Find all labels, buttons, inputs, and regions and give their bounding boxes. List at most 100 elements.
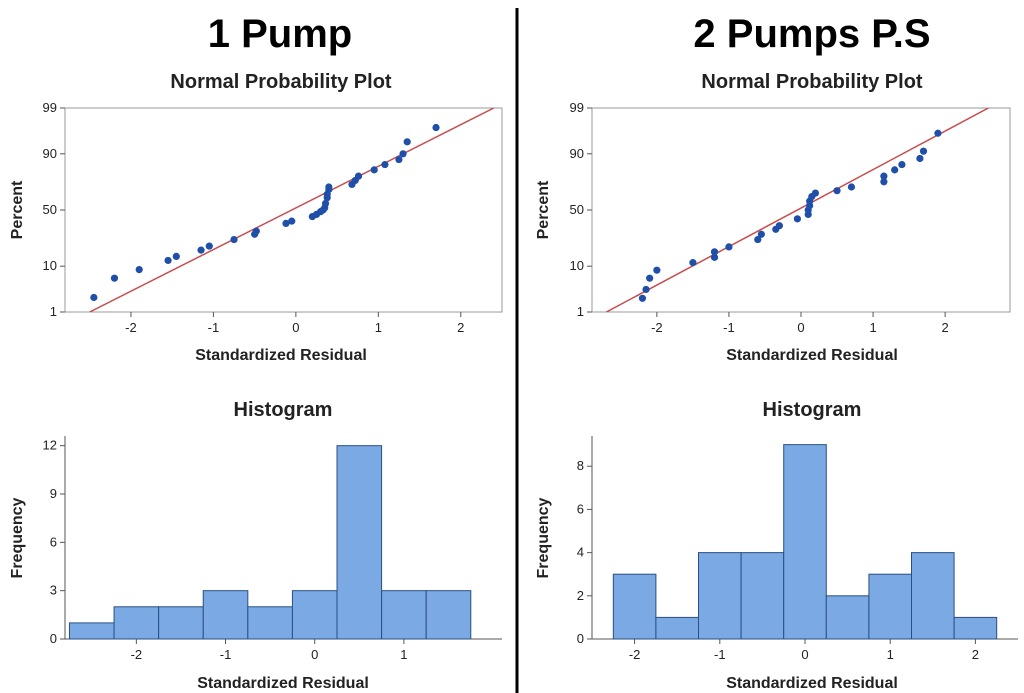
- plot-title: Normal Probability Plot: [170, 71, 391, 93]
- data-point: [638, 294, 647, 302]
- x-tick-label: 1: [887, 647, 894, 662]
- data-point: [354, 172, 363, 180]
- histogram-bar: [655, 616, 700, 640]
- data-point: [710, 253, 719, 261]
- data-point: [880, 178, 888, 186]
- data-point: [252, 227, 260, 235]
- y-tick-label: 6: [577, 501, 584, 516]
- normal-probability-plot-2-pumps: Normal Probability Plot Standardized Resi…: [535, 71, 1011, 364]
- data-point: [395, 155, 403, 164]
- data-point: [710, 248, 719, 256]
- y-axis-label: Frequency: [9, 497, 26, 578]
- y-tick-label: 1: [577, 304, 584, 319]
- y-tick-label: 9: [50, 486, 57, 501]
- histogram-bar: [825, 595, 870, 640]
- x-tick-label: 0: [797, 320, 804, 335]
- y-tick-label: 10: [43, 258, 57, 273]
- y-tick-label: 50: [570, 202, 584, 217]
- data-point: [847, 183, 856, 191]
- plot-title: Histogram: [234, 399, 333, 421]
- data-point: [891, 166, 899, 174]
- y-tick-label: 10: [570, 258, 584, 273]
- data-point: [725, 243, 733, 251]
- data-point: [811, 189, 820, 197]
- x-tick-label: -2: [131, 647, 143, 662]
- histogram-bar: [202, 590, 249, 640]
- y-tick-label: 99: [43, 100, 57, 115]
- data-point: [689, 259, 697, 267]
- x-axis-label: Standardized Residual: [195, 347, 367, 364]
- histogram-bar: [68, 622, 115, 640]
- histogram-bar: [612, 573, 657, 640]
- x-tick-label: -2: [629, 647, 641, 662]
- data-point: [775, 222, 783, 230]
- x-tick-label: 0: [801, 647, 808, 662]
- panel-title-2-pumps: 2 Pumps P.S: [693, 12, 930, 56]
- data-point: [403, 138, 411, 146]
- data-point: [880, 172, 888, 180]
- data-point: [919, 147, 928, 155]
- y-axis-label: Frequency: [535, 497, 552, 578]
- data-point: [754, 235, 762, 244]
- y-tick-label: 90: [570, 146, 584, 161]
- histogram-bar: [113, 606, 160, 640]
- data-point: [399, 150, 407, 158]
- histogram-bar: [740, 552, 785, 640]
- data-point: [934, 129, 942, 137]
- x-tick-label: -1: [714, 647, 726, 662]
- x-tick-label: -1: [220, 647, 232, 662]
- x-tick-label: 2: [457, 320, 464, 335]
- data-point: [172, 252, 180, 260]
- data-point: [135, 266, 143, 274]
- histogram-bar: [868, 573, 913, 640]
- x-tick-label: -2: [651, 320, 663, 335]
- data-point: [653, 266, 661, 274]
- x-axis-label: Standardized Residual: [197, 675, 369, 692]
- y-tick-label: 6: [50, 534, 57, 549]
- y-tick-label: 1: [50, 304, 57, 319]
- data-point: [90, 293, 98, 302]
- plot-title: Histogram: [763, 399, 862, 421]
- data-point: [757, 230, 765, 238]
- data-point: [642, 285, 650, 294]
- data-point: [230, 235, 238, 244]
- y-tick-label: 12: [43, 438, 57, 453]
- x-tick-label: -2: [125, 320, 137, 335]
- data-point: [898, 160, 906, 169]
- fit-line: [89, 108, 495, 312]
- histogram-bar: [381, 590, 427, 640]
- x-axis-label: Standardized Residual: [726, 347, 898, 364]
- data-point: [110, 274, 119, 282]
- data-point: [197, 246, 205, 254]
- data-point: [205, 242, 213, 250]
- data-point: [381, 160, 389, 169]
- plot-frame: [591, 107, 1011, 313]
- x-tick-label: 1: [375, 320, 382, 335]
- data-point: [288, 217, 296, 225]
- fit-line: [606, 108, 989, 312]
- x-tick-label: -1: [208, 320, 220, 335]
- histogram-bar: [336, 445, 383, 640]
- histogram-bar: [911, 552, 955, 640]
- data-point: [916, 154, 924, 163]
- plot-frame: [64, 107, 503, 313]
- x-tick-label: 2: [972, 647, 979, 662]
- x-tick-label: 1: [400, 647, 407, 662]
- histogram-bar: [158, 606, 204, 640]
- y-tick-label: 8: [577, 458, 584, 473]
- histogram-bar: [783, 444, 827, 640]
- histogram-1-pump: Histogram Standardized Residual Frequency 0…: [9, 399, 502, 692]
- x-tick-label: 0: [292, 320, 299, 335]
- histogram-bar: [953, 616, 998, 640]
- data-point: [164, 256, 172, 265]
- plot-title: Normal Probability Plot: [701, 71, 922, 93]
- data-point: [325, 183, 333, 191]
- x-tick-label: 0: [311, 647, 318, 662]
- y-axis-label: Percent: [535, 180, 552, 239]
- y-tick-label: 3: [50, 583, 57, 598]
- y-tick-label: 90: [43, 146, 57, 161]
- data-point: [321, 199, 330, 207]
- histogram-bar: [698, 552, 742, 640]
- histogram-bar: [291, 590, 338, 640]
